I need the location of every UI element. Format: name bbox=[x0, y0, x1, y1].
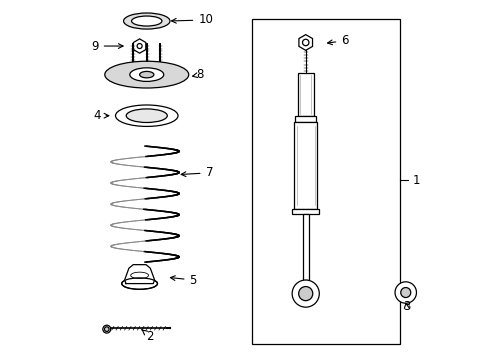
Ellipse shape bbox=[105, 61, 189, 88]
Ellipse shape bbox=[103, 325, 111, 333]
Circle shape bbox=[302, 39, 309, 46]
Ellipse shape bbox=[130, 68, 164, 81]
Ellipse shape bbox=[126, 109, 167, 122]
Text: 3: 3 bbox=[403, 300, 410, 313]
Polygon shape bbox=[299, 35, 313, 50]
Bar bbox=[295, 116, 317, 122]
Bar bbox=[293, 208, 319, 214]
Text: 5: 5 bbox=[171, 274, 197, 287]
Text: 4: 4 bbox=[93, 109, 109, 122]
Circle shape bbox=[137, 44, 142, 49]
Circle shape bbox=[292, 280, 319, 307]
Ellipse shape bbox=[104, 327, 109, 332]
Text: 2: 2 bbox=[142, 329, 154, 343]
Circle shape bbox=[395, 282, 416, 303]
Bar bbox=[298, 73, 314, 116]
Circle shape bbox=[401, 288, 411, 297]
Text: 8: 8 bbox=[193, 68, 204, 81]
Text: 10: 10 bbox=[172, 13, 213, 27]
Ellipse shape bbox=[140, 71, 154, 78]
Text: 1: 1 bbox=[412, 174, 419, 186]
Bar bbox=[252, 19, 400, 344]
Text: 7: 7 bbox=[181, 166, 213, 179]
Ellipse shape bbox=[116, 105, 178, 126]
Text: 9: 9 bbox=[91, 40, 123, 53]
Ellipse shape bbox=[132, 16, 162, 26]
Ellipse shape bbox=[123, 13, 170, 29]
Text: 6: 6 bbox=[328, 34, 349, 47]
Bar bbox=[294, 122, 318, 208]
Circle shape bbox=[299, 287, 313, 301]
Polygon shape bbox=[133, 39, 146, 53]
Bar bbox=[302, 214, 309, 280]
Polygon shape bbox=[124, 265, 155, 284]
Ellipse shape bbox=[122, 278, 157, 289]
